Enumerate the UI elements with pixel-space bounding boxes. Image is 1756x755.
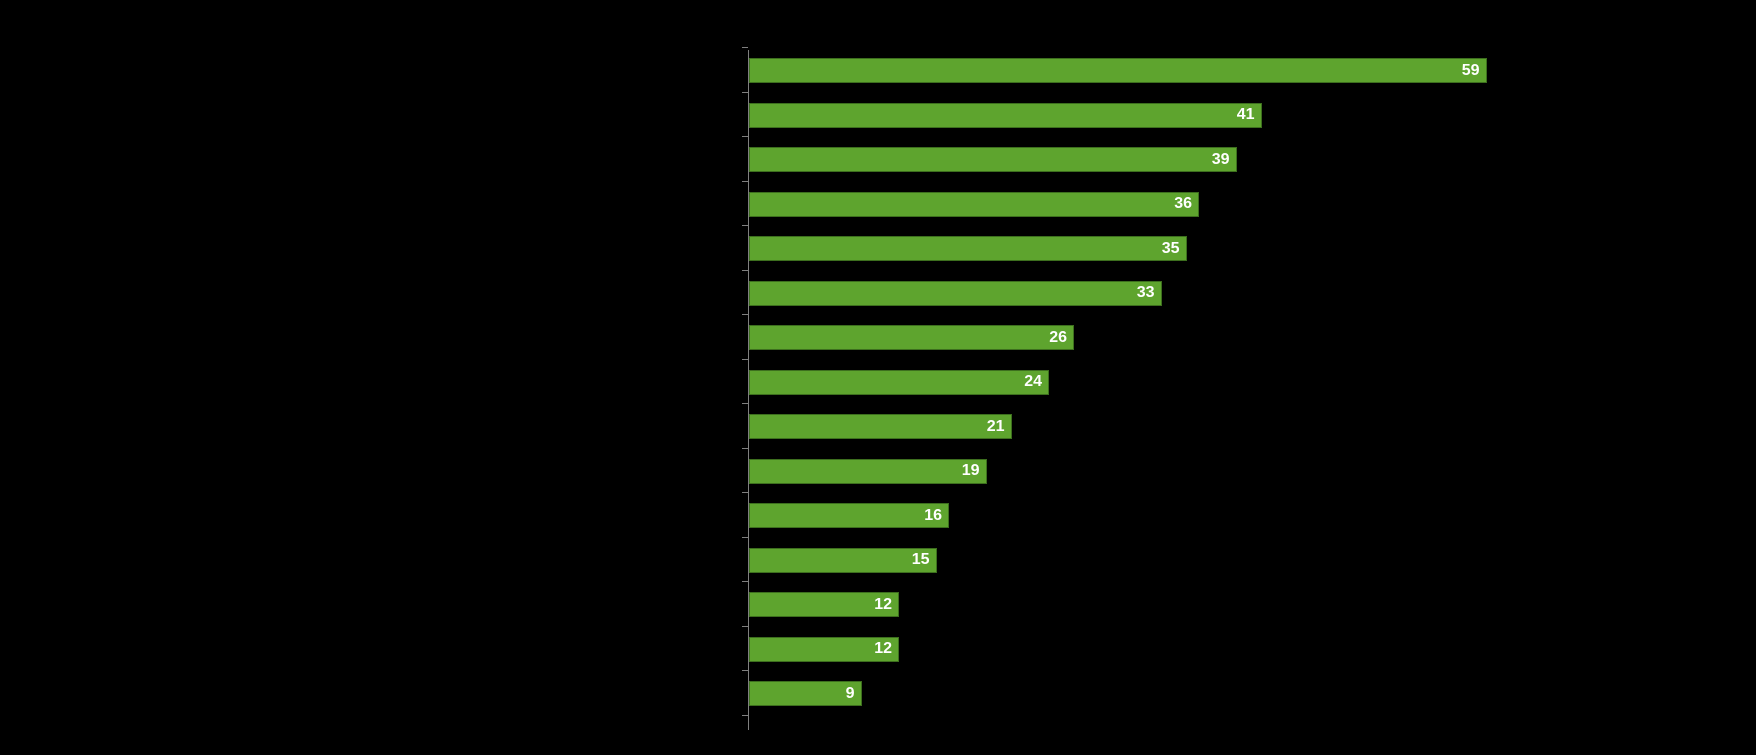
bar: 33: [749, 281, 1162, 306]
bar-value-label: 39: [1212, 152, 1230, 168]
axis-tick: [742, 136, 748, 137]
bar: 9: [749, 681, 862, 706]
bar: 21: [749, 414, 1012, 439]
axis-tick: [742, 448, 748, 449]
bar: 59: [749, 58, 1487, 83]
bar-value-label: 41: [1237, 107, 1255, 123]
bar-value-label: 16: [924, 508, 942, 524]
axis-tick: [742, 314, 748, 315]
bar-value-label: 24: [1024, 374, 1042, 390]
bar: 12: [749, 637, 899, 662]
bar-value-label: 36: [1174, 196, 1192, 212]
axis-tick: [742, 715, 748, 716]
bar-value-label: 12: [874, 641, 892, 657]
bar: 12: [749, 592, 899, 617]
bar-value-label: 59: [1462, 63, 1480, 79]
bar-value-label: 12: [874, 597, 892, 613]
bar-value-label: 33: [1137, 285, 1155, 301]
axis-tick: [742, 581, 748, 582]
axis-tick: [742, 359, 748, 360]
bar: 19: [749, 459, 987, 484]
axis-tick: [742, 670, 748, 671]
bar: 15: [749, 548, 937, 573]
axis-tick: [742, 403, 748, 404]
bar: 41: [749, 103, 1262, 128]
bar: 39: [749, 147, 1237, 172]
bar-chart: 59 41 39 36 35 33 26 24 21 19 16 15 12 12 9: [748, 50, 1508, 730]
axis-tick: [742, 626, 748, 627]
bar: 16: [749, 503, 949, 528]
bar-value-label: 19: [962, 463, 980, 479]
bar: 35: [749, 236, 1187, 261]
bar-value-label: 9: [846, 686, 855, 702]
axis-tick: [742, 92, 748, 93]
axis-tick: [742, 225, 748, 226]
axis-tick: [742, 181, 748, 182]
axis-tick: [742, 47, 748, 48]
bar: 36: [749, 192, 1199, 217]
bar: 24: [749, 370, 1049, 395]
bar: 26: [749, 325, 1074, 350]
bar-value-label: 15: [912, 552, 930, 568]
axis-tick: [742, 270, 748, 271]
bar-value-label: 26: [1049, 330, 1067, 346]
bar-value-label: 35: [1162, 241, 1180, 257]
axis-tick: [742, 492, 748, 493]
axis-tick: [742, 537, 748, 538]
bar-value-label: 21: [987, 419, 1005, 435]
